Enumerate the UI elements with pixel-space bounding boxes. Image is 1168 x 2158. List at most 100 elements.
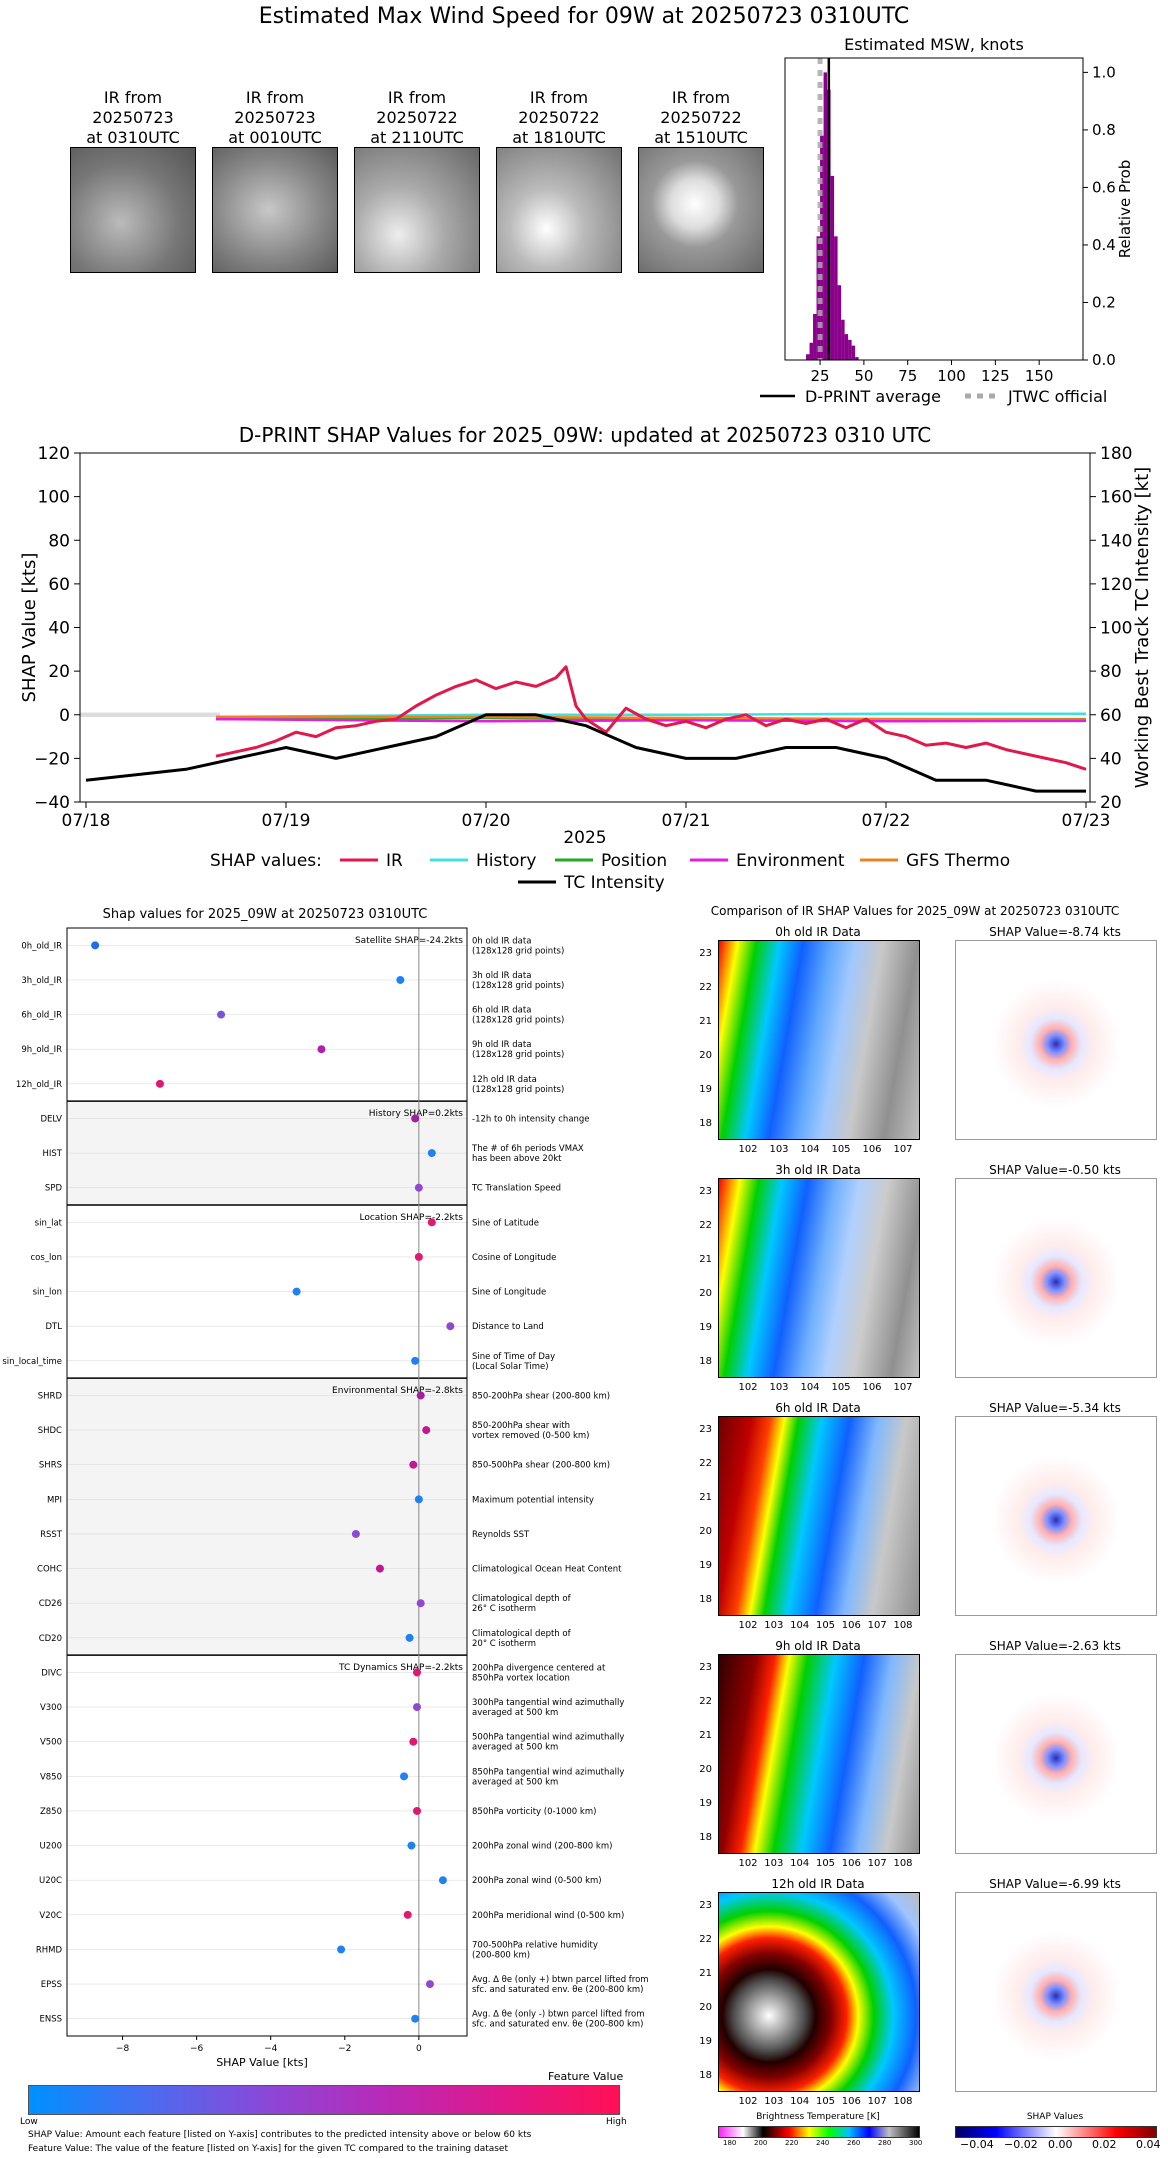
feature-label: V850 — [40, 1772, 62, 1782]
feature-label: 9h_old_IR — [21, 1045, 62, 1055]
feature-dot — [422, 1426, 431, 1435]
ir-thumbnail-label: at 1810UTC — [512, 128, 606, 147]
histogram-bar — [813, 313, 817, 360]
lat-tick-label: 20 — [699, 1764, 712, 1775]
zero-band — [80, 712, 220, 717]
lat-tick-label: 20 — [699, 1050, 712, 1061]
x-tick-label: −8 — [116, 2044, 130, 2054]
ir-thumbnail-label: 20250723 — [234, 108, 316, 127]
feature-dot — [337, 1945, 346, 1954]
y-tick-label: 0 — [59, 706, 70, 726]
y2-tick-label: 120 — [1100, 575, 1132, 595]
histogram-bar — [820, 135, 824, 360]
lon-tick-label: 106 — [842, 1620, 861, 1631]
group-label: TC Dynamics SHAP=-2.2kts — [338, 1663, 463, 1673]
feature-description: 200hPa meridional wind (0-500 km) — [472, 1911, 624, 1921]
ir-thumbnail-label: at 2110UTC — [370, 128, 464, 147]
legend-prefix: SHAP values: — [210, 851, 322, 871]
shap-map-title: SHAP Value=-6.99 kts — [989, 1877, 1121, 1891]
timeseries-title: D-PRINT SHAP Values for 2025_09W: update… — [239, 423, 931, 447]
feature-description: 700-500hPa relative humidity — [472, 1940, 598, 1950]
lat-tick-label: 21 — [699, 1492, 712, 1503]
x-tick-label: 07/20 — [462, 811, 511, 831]
lon-tick-label: 106 — [842, 2096, 861, 2107]
shap-map-image — [955, 1892, 1157, 2092]
lat-tick-label: 21 — [699, 1016, 712, 1027]
y-tick-label: 20 — [48, 662, 70, 682]
ir-thumbnail-label: IR from — [529, 88, 589, 107]
ir-thumbnail-label: at 1510UTC — [654, 128, 748, 147]
histogram-bar — [841, 319, 845, 360]
ir-thumbnail-label: 20250723 — [92, 108, 174, 127]
ir-comparison-title: Comparison of IR SHAP Values for 2025_09… — [710, 904, 1120, 918]
feature-description: TC Translation Speed — [471, 1184, 561, 1194]
shap-map-image — [955, 1654, 1157, 1854]
lat-tick-label: 18 — [699, 1594, 712, 1605]
feature-description: 12h old IR data — [472, 1075, 537, 1085]
feature-colorbar-high: High — [606, 2117, 627, 2127]
feature-description: 9h old IR data — [472, 1040, 531, 1050]
feature-description: 20° C isotherm — [472, 1639, 536, 1649]
y2-tick-label: 20 — [1100, 793, 1122, 813]
feature-label: CD26 — [39, 1599, 62, 1609]
feature-description: has been above 20kt — [472, 1154, 562, 1164]
x-tick-label: −6 — [190, 2044, 204, 2054]
y-tick-label: 120 — [38, 444, 70, 464]
lon-tick-label: 107 — [868, 1858, 887, 1869]
bt-tick-label: 260 — [847, 2139, 861, 2147]
lon-tick-label: 105 — [816, 1858, 835, 1869]
series-line-gfs-thermo — [216, 715, 1087, 721]
ir-data-image — [718, 1178, 920, 1378]
x-tick-label: 07/21 — [662, 811, 711, 831]
feature-description: averaged at 500 km — [472, 1708, 558, 1718]
feature-label: V300 — [40, 1703, 62, 1713]
feature-caption: Feature Value: The value of the feature … — [28, 2144, 509, 2154]
feature-dot — [411, 2014, 420, 2023]
legend-label: Position — [601, 851, 667, 871]
ir-data-title: 9h old IR Data — [775, 1639, 861, 1653]
legend-label: GFS Thermo — [906, 851, 1010, 871]
feature-label: SHDC — [38, 1426, 62, 1436]
feature-description: sfc. and saturated env. θe (200-800 km) — [472, 2020, 644, 2030]
feature-description: (128x128 grid points) — [472, 1085, 564, 1095]
lon-tick-label: 105 — [816, 2096, 835, 2107]
series-line-history — [215, 712, 1086, 719]
lon-tick-label: 106 — [842, 1858, 861, 1869]
feature-colorbar — [28, 2085, 620, 2115]
feature-label: RHMD — [36, 1945, 63, 1955]
feature-label: RSST — [40, 1530, 63, 1540]
histogram-frame — [784, 57, 1084, 361]
y-tick-label: −40 — [34, 793, 70, 813]
feature-description: 6h old IR data — [472, 1006, 531, 1016]
feature-description: Sine of Latitude — [472, 1218, 539, 1228]
beeswarm-frame — [66, 927, 468, 2037]
x-tick-label: 100 — [937, 367, 966, 385]
feature-description: (200-800 km) — [472, 1950, 530, 1960]
ir-thumbnail-image — [70, 147, 196, 273]
ir-thumbnail-label: IR from — [103, 88, 163, 107]
ir-data-title: 6h old IR Data — [775, 1401, 861, 1415]
lon-tick-label: 105 — [816, 1620, 835, 1631]
feature-dot — [416, 1391, 425, 1400]
lon-tick-label: 104 — [790, 1620, 809, 1631]
legend-label: Environment — [736, 851, 845, 871]
x-tick-label: −2 — [338, 2044, 351, 2054]
feature-description: Climatological depth of — [472, 1629, 572, 1639]
histogram-bar — [806, 354, 810, 360]
feature-label: DIVC — [41, 1668, 62, 1678]
y-tick-label: 40 — [48, 619, 70, 639]
y-tick-label: 60 — [48, 575, 70, 595]
timeseries-ylabel: SHAP Value [kts] — [19, 553, 40, 703]
shap-map-image — [955, 940, 1157, 1140]
feature-dot — [427, 1218, 436, 1227]
lon-tick-label: 108 — [893, 2096, 912, 2107]
x-tick-label: 125 — [981, 367, 1010, 385]
feature-dot — [416, 1599, 425, 1608]
lon-tick-label: 108 — [893, 1858, 912, 1869]
main-title: Estimated Max Wind Speed for 09W at 2025… — [258, 4, 910, 29]
shap-tick-label: −0.02 — [1004, 2138, 1038, 2151]
group-shading — [67, 1378, 467, 1656]
lat-tick-label: 21 — [699, 1254, 712, 1265]
feature-label: sin_local_time — [2, 1357, 62, 1367]
